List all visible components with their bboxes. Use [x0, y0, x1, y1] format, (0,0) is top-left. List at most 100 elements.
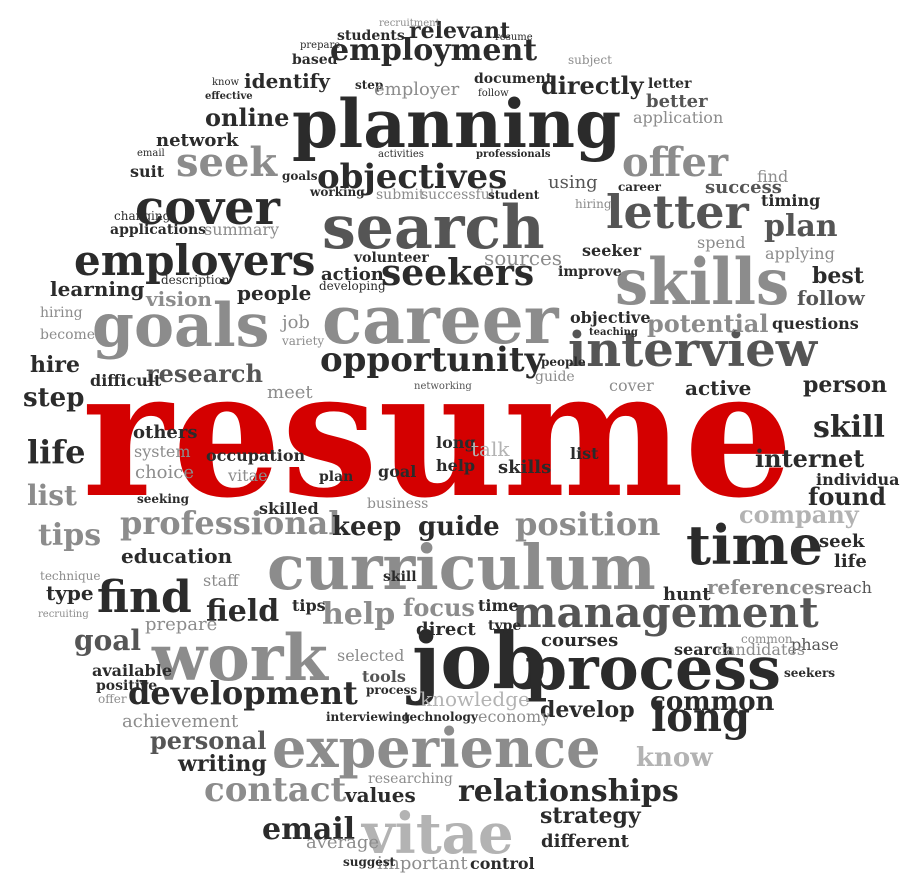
- word-guide: guide: [535, 369, 575, 385]
- word-employer: employer: [374, 79, 460, 100]
- word-learning: learning: [50, 277, 144, 301]
- word-search: search: [674, 640, 734, 659]
- word-know: know: [636, 743, 713, 773]
- word-vision: vision: [145, 287, 212, 311]
- word-job: job: [280, 312, 310, 333]
- word-process: process: [525, 634, 781, 704]
- word-people: people: [237, 281, 311, 305]
- word-technology: technology: [404, 710, 479, 724]
- word-application: application: [633, 108, 723, 127]
- word-become: become: [40, 327, 95, 343]
- word-tips: tips: [38, 518, 101, 553]
- word-know: know: [212, 77, 240, 88]
- word-develop: develop: [540, 697, 635, 723]
- word-interviewing: interviewing: [326, 710, 411, 724]
- word-vitae: vitae: [360, 801, 514, 867]
- word-career: career: [618, 180, 662, 194]
- word-guide: guide: [418, 512, 500, 542]
- word-cloud-words: resume planning search career skills goals int…: [23, 18, 900, 874]
- word-values: values: [344, 783, 416, 807]
- word-selected: selected: [337, 646, 404, 665]
- word-identify: identify: [244, 69, 331, 93]
- word-success: success: [705, 177, 782, 198]
- word-experience: experience: [272, 716, 600, 780]
- word-summary: summary: [204, 220, 279, 239]
- word-goals: goals: [92, 291, 269, 361]
- word-plan: plan: [319, 469, 353, 485]
- word-prepare: prepare: [145, 614, 217, 635]
- word-technique: technique: [40, 569, 100, 583]
- word-common: common: [650, 687, 775, 717]
- word-choice: choice: [135, 462, 194, 483]
- word-spend: spend: [697, 233, 745, 252]
- word-time: time: [686, 513, 823, 577]
- word-position: position: [515, 505, 660, 543]
- word-active: active: [685, 376, 751, 400]
- word-others: others: [133, 422, 197, 443]
- word-potential: potential: [647, 309, 768, 338]
- word-developing: developing: [319, 279, 386, 293]
- word-strategy: strategy: [540, 803, 642, 829]
- word-control: control: [470, 854, 535, 873]
- word-letter: letter: [648, 76, 692, 92]
- word-relevant: relevant: [409, 18, 511, 44]
- word-effective: effective: [205, 91, 253, 102]
- word-search: search: [322, 193, 545, 263]
- word-process: process: [366, 683, 417, 697]
- word-phase: phase: [791, 635, 839, 654]
- word-activities: activities: [378, 149, 424, 160]
- word-seekers: seekers: [381, 252, 534, 294]
- word-references: references: [707, 575, 826, 599]
- word-research: research: [146, 359, 263, 388]
- word-help: help: [322, 597, 395, 632]
- word-vitae: vitae: [227, 466, 268, 485]
- word-help: help: [436, 456, 475, 475]
- word-objectives: objectives: [317, 157, 507, 197]
- word-career: career: [322, 281, 560, 359]
- word-long: long: [651, 694, 750, 741]
- word-skills: skills: [615, 244, 789, 320]
- word-personal: personal: [150, 726, 266, 755]
- word-follow: follow: [797, 286, 865, 310]
- word-tips: tips: [292, 596, 326, 615]
- word-common: common: [741, 632, 793, 646]
- word-list: list: [570, 444, 599, 463]
- word-suggest: suggest: [343, 855, 396, 869]
- word-teaching: teaching: [589, 327, 638, 338]
- word-internet: internet: [755, 444, 864, 473]
- word-available: available: [92, 661, 172, 680]
- word-email: email: [262, 812, 355, 847]
- word-based: based: [292, 52, 338, 68]
- word-occupation: occupation: [206, 446, 305, 465]
- word-volunteer: volunteer: [353, 250, 429, 266]
- word-submit: submit: [376, 187, 425, 203]
- word-hire: hire: [30, 352, 80, 378]
- word-talk: talk: [471, 437, 510, 461]
- word-working: working: [309, 185, 365, 199]
- word-recruitment: recruitment: [379, 18, 440, 29]
- word-professional: professional: [120, 504, 340, 542]
- word-seeking: seeking: [137, 492, 190, 506]
- word-contact: contact: [204, 770, 347, 810]
- word-using: using: [548, 172, 598, 193]
- word-skilled: skilled: [259, 499, 319, 518]
- word-email: email: [137, 148, 165, 159]
- word-difficult: difficult: [90, 371, 162, 390]
- word-keep: keep: [332, 512, 401, 542]
- word-curriculum: curriculum: [267, 531, 656, 604]
- word-objective: objective: [570, 308, 651, 327]
- word-seeker: seeker: [582, 241, 642, 260]
- word-writing: writing: [177, 751, 267, 777]
- word-find: find: [757, 167, 788, 186]
- word-professionals: professionals: [476, 149, 551, 160]
- word-subject: subject: [568, 53, 612, 67]
- word-person: person: [803, 372, 887, 398]
- word-action: action: [321, 264, 384, 285]
- word-changing: changing: [114, 209, 171, 223]
- word-directly: directly: [541, 71, 645, 100]
- word-people: people: [541, 355, 586, 369]
- word-reach: reach: [826, 578, 872, 597]
- word-time: time: [478, 596, 519, 615]
- word-document: document: [474, 71, 553, 87]
- word-skill: skill: [383, 569, 417, 585]
